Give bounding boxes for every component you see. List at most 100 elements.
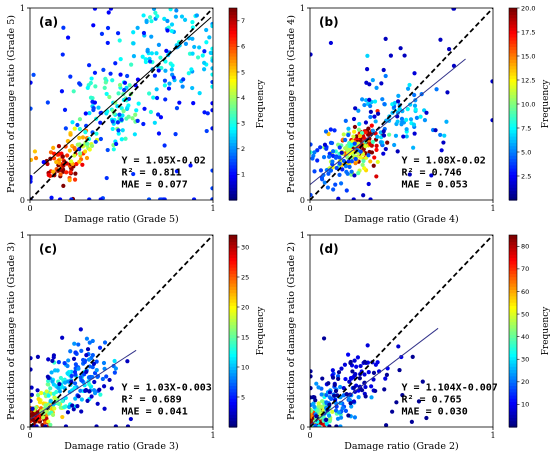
data-point <box>60 398 65 404</box>
data-point <box>30 406 35 411</box>
data-point <box>310 418 314 423</box>
colorbar-segment <box>229 190 237 195</box>
data-point <box>117 112 122 117</box>
colorbar-segment <box>509 270 517 274</box>
data-point <box>74 161 79 167</box>
colorbar-segment <box>229 184 237 188</box>
data-point <box>352 373 357 378</box>
colorbar-segment <box>229 113 237 118</box>
data-point <box>347 379 352 384</box>
data-point <box>60 335 65 340</box>
data-point <box>142 106 147 111</box>
colorbar-segment <box>509 273 517 278</box>
data-point <box>183 41 189 46</box>
data-point <box>63 144 68 149</box>
data-point <box>85 141 90 146</box>
colorbar-segment <box>509 340 517 345</box>
data-point <box>370 128 376 133</box>
data-point <box>65 35 71 40</box>
colorbar-segment <box>229 347 237 351</box>
data-point <box>310 142 313 147</box>
colorbar-segment <box>229 20 237 25</box>
data-point <box>30 174 33 180</box>
data-point <box>163 59 168 64</box>
colorbar-segment <box>229 417 237 422</box>
data-point <box>329 140 335 146</box>
data-point <box>336 376 341 381</box>
colorbar-segment <box>509 337 517 342</box>
data-point <box>177 100 182 105</box>
data-point <box>318 168 324 173</box>
data-point <box>364 67 370 72</box>
data-point <box>384 372 390 377</box>
data-point <box>328 127 333 132</box>
colorbar-segment <box>229 308 237 313</box>
data-point <box>168 8 173 12</box>
colorbar-segment <box>509 49 517 54</box>
data-point <box>63 424 69 427</box>
data-point <box>153 10 158 15</box>
data-point <box>85 347 91 352</box>
data-point <box>365 343 370 348</box>
data-point <box>116 131 121 136</box>
data-point <box>163 97 168 102</box>
colorbar-tick-label: 5 <box>241 68 245 76</box>
data-point <box>354 134 359 139</box>
colorbar-segment <box>509 359 517 364</box>
data-point <box>344 188 349 193</box>
data-point <box>357 121 362 127</box>
data-point <box>174 8 179 13</box>
data-point <box>92 70 98 75</box>
data-point <box>48 422 53 427</box>
data-point <box>73 171 78 176</box>
data-point <box>86 357 92 362</box>
data-point <box>152 120 157 125</box>
data-point <box>361 158 366 164</box>
scatter-points <box>310 8 493 200</box>
data-point <box>194 13 199 18</box>
colorbar-segment <box>229 24 237 28</box>
colorbar-segment <box>229 81 237 86</box>
colorbar-segment <box>509 91 517 95</box>
colorbar-title: Frequency <box>541 79 550 129</box>
data-point <box>135 118 140 123</box>
data-point <box>86 63 92 68</box>
data-point <box>314 414 319 419</box>
data-point <box>162 143 167 148</box>
colorbar-segment <box>229 318 237 322</box>
data-point <box>159 65 164 71</box>
x-tick-label: 1 <box>210 204 215 213</box>
colorbar-segment <box>509 404 517 409</box>
data-point <box>87 111 92 116</box>
data-point <box>60 154 65 159</box>
data-point <box>374 85 379 90</box>
identity-line <box>30 235 213 427</box>
colorbar-segment <box>509 299 517 303</box>
colorbar-segment <box>229 305 237 310</box>
colorbar-segment <box>509 327 517 332</box>
data-point <box>210 79 213 85</box>
data-point <box>363 144 368 149</box>
x-tick-label: 0 <box>27 431 32 440</box>
data-point <box>320 177 325 182</box>
colorbar-segment <box>509 27 517 31</box>
data-point <box>30 356 33 361</box>
data-point <box>84 336 90 341</box>
colorbar-tick-label: 20 <box>241 303 249 311</box>
data-point <box>362 380 367 385</box>
data-point <box>357 133 363 139</box>
colorbar-segment <box>509 343 517 348</box>
colorbar-segment <box>509 40 517 44</box>
data-point <box>190 20 195 25</box>
data-point <box>76 366 81 371</box>
data-point <box>352 141 357 146</box>
data-point <box>72 153 77 158</box>
mae-value: MAE = 0.030 <box>402 407 468 418</box>
data-point <box>365 53 370 58</box>
colorbar-tick-label: 40 <box>521 333 529 341</box>
y-tick-label: 0 <box>20 196 25 205</box>
data-point <box>46 393 51 398</box>
data-point <box>360 97 365 102</box>
colorbar-segment <box>229 110 237 115</box>
